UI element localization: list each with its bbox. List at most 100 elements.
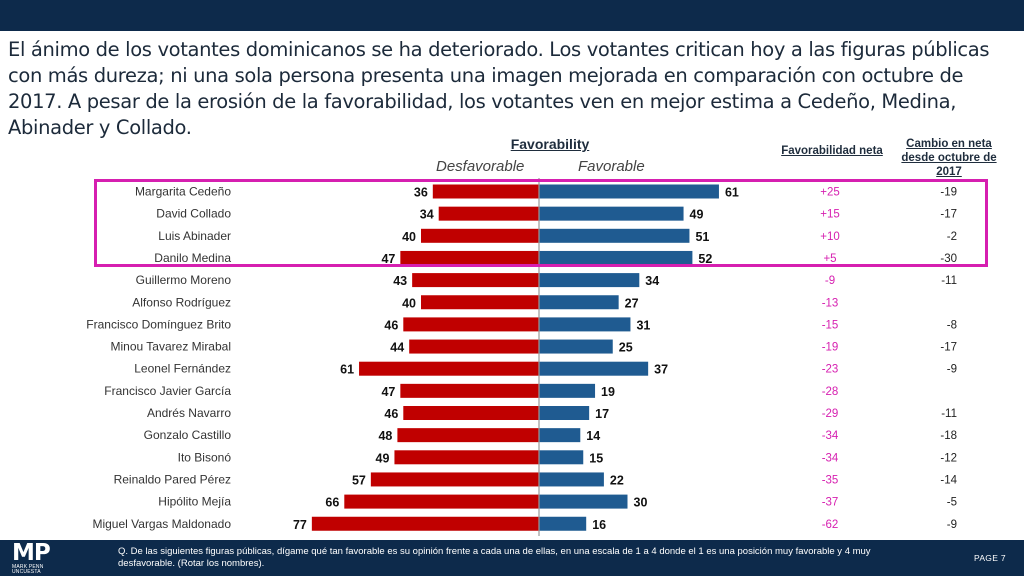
change-value: -30 [940,253,957,265]
unfavorable-value: 77 [293,518,307,532]
chart-title: Favorability [510,136,590,152]
row-label: Ito Bisonó [178,450,232,464]
favorable-bar [539,494,628,509]
favorable-value: 31 [636,318,650,332]
unfavorable-bar [400,250,539,265]
favorable-bar [539,184,719,199]
row-label: Francisco Javier García [104,384,231,398]
page-number: PAGE 7 [974,553,1006,563]
row-label: Alfonso Rodríguez [132,295,231,309]
favorable-value: 51 [695,230,709,244]
change-value: -17 [940,342,957,354]
favorable-value: 30 [634,496,648,510]
favorable-value: 37 [654,363,668,377]
net-value: -37 [822,497,839,509]
favorable-bar [539,250,693,265]
row-label: Hipólito Mejía [158,495,231,509]
change-value: -8 [947,319,957,331]
favorable-value: 22 [610,473,624,487]
unfavorable-bar [421,228,539,243]
favorable-bar [539,406,590,420]
favorable-bar [539,472,604,487]
unfavorable-bar [370,472,539,487]
change-value: -18 [940,430,957,442]
change-value: -19 [940,187,957,199]
favorable-value: 61 [725,186,739,200]
unfavorable-value: 47 [381,252,395,266]
highlight-box [94,179,988,267]
logo-mark: MP [12,540,51,566]
favorable-label: Favorable [578,158,645,175]
unfavorable-bar [403,406,539,420]
favorable-bar [539,206,684,221]
favorable-value: 49 [690,208,704,222]
unfavorable-value: 57 [352,473,366,487]
favorable-value: 52 [698,252,712,266]
favorable-bar [539,428,581,443]
net-value: +10 [820,231,840,243]
change-value: -11 [941,408,957,420]
row-label: Danilo Medina [154,251,231,265]
row-label: Reinaldo Pared Pérez [114,472,231,486]
unfavorable-bar [409,339,539,354]
favorable-value: 34 [645,274,659,288]
unfavorable-bar [344,494,539,509]
unfavorable-value: 40 [402,230,416,244]
favorable-bar [539,339,613,354]
change-value: -14 [940,474,957,486]
favorable-value: 16 [592,518,606,532]
footnote: Q. De las siguientes figuras públicas, d… [118,546,871,569]
row-label: Margarita Cedeño [135,185,231,199]
unfavorable-value: 61 [340,363,354,377]
net-value: -34 [822,452,839,464]
unfavorable-value: 48 [378,429,392,443]
unfavorable-value: 44 [390,341,404,355]
row-label: Miguel Vargas Maldonado [92,517,231,531]
net-value: -62 [822,519,839,531]
net-value: -34 [822,430,839,442]
headline: El ánimo de los votantes dominicanos se … [8,38,990,139]
net-value: +5 [823,253,836,265]
unfavorable-bar [359,361,539,376]
net-value: -19 [822,342,839,354]
net-value: -15 [822,319,839,331]
favorable-bar [539,317,631,332]
row-label: David Collado [156,207,231,221]
unfavorable-value: 47 [381,385,395,399]
favorable-value: 27 [625,296,639,310]
unfavorable-bar [438,206,539,221]
unfavorable-value: 66 [325,496,339,510]
favorable-bar [539,516,587,531]
change-value: -9 [947,364,957,376]
favorable-value: 15 [589,451,603,465]
unfavorable-bar [432,184,539,199]
row-label: Minou Tavarez Mirabal [111,340,232,354]
change-value: -11 [941,275,957,287]
unfavorable-value: 36 [414,186,428,200]
favorability-chart: Margarita Cedeño 36 61 +25 -19 David Collado 3… [86,178,958,536]
bottom-bar [0,540,1024,576]
net-value: +25 [820,187,840,199]
net-value: +15 [820,209,840,221]
unfavorable-bar [403,317,539,332]
favorable-value: 17 [595,407,609,421]
unfavorable-bar [397,428,539,443]
top-bar [0,0,1024,31]
unfavorable-value: 43 [393,274,407,288]
logo: MP MARK PENN UNCUESTA [12,541,60,575]
unfavorable-value: 40 [402,296,416,310]
row-label: Andrés Navarro [147,406,231,420]
favorable-bar [539,295,619,310]
change-value: -2 [947,231,957,243]
unfavorable-value: 46 [384,407,398,421]
unfavorable-bar [311,516,539,531]
row-label: Gonzalo Castillo [144,428,232,442]
favorable-bar [539,450,584,465]
favorable-bar [539,383,596,398]
favorable-bar [539,273,640,288]
unfavorable-bar [400,383,539,398]
unfavorable-bar [421,295,539,310]
unfavorable-value: 46 [384,318,398,332]
net-value: -9 [825,275,835,287]
row-label: Francisco Domínguez Brito [86,317,231,331]
